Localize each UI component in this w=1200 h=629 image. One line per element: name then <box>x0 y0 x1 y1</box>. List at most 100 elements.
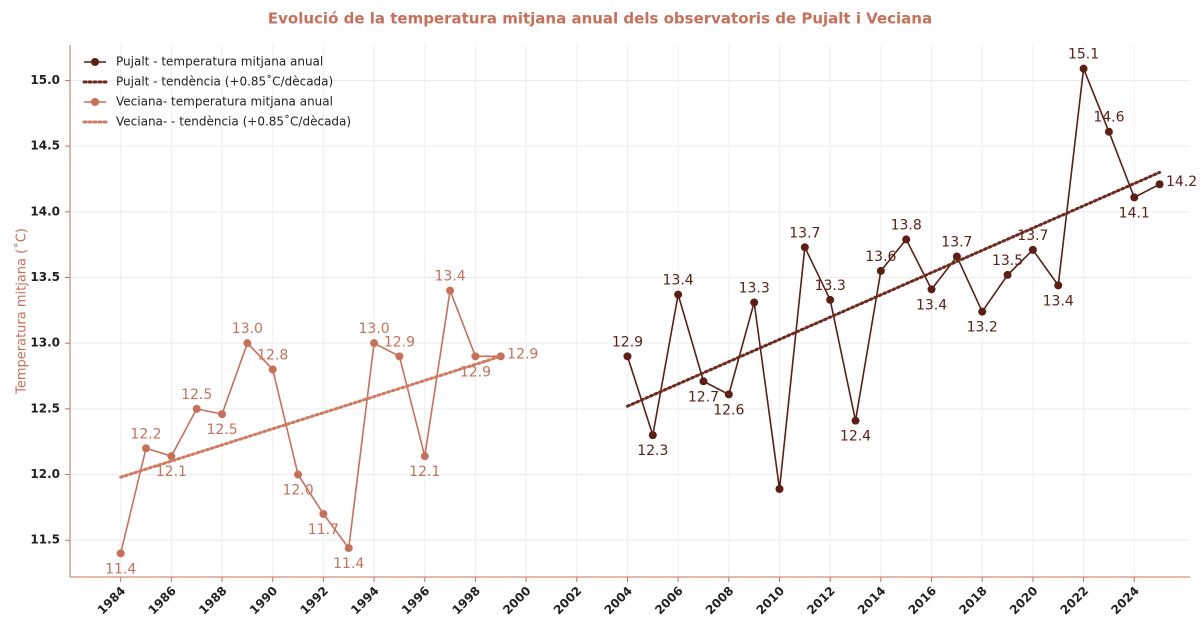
data-point <box>699 377 708 386</box>
x-tick-label: 2000 <box>500 584 534 618</box>
x-tick-label: 1998 <box>450 584 484 618</box>
data-label: 12.9 <box>507 346 538 362</box>
x-tick-label: 1994 <box>348 584 382 618</box>
y-tick-label: 12.0 <box>30 467 60 481</box>
y-tick-label: 13.5 <box>30 270 60 284</box>
legend-label: Veciana- - tendència (+0.85˚C/dècada) <box>116 114 351 129</box>
data-label: 12.9 <box>612 334 643 350</box>
data-point <box>902 235 911 244</box>
series-line <box>119 287 501 554</box>
trend-line <box>625 170 1162 408</box>
data-point <box>446 286 455 295</box>
data-label: 12.7 <box>688 389 719 405</box>
data-point <box>826 295 835 304</box>
legend-marker <box>91 98 99 106</box>
data-label: 14.6 <box>1093 110 1124 126</box>
data-point <box>1155 180 1164 189</box>
data-label: 12.6 <box>713 402 744 418</box>
data-point <box>142 444 151 453</box>
y-axis-label: Temperatura mitjana (˚C) <box>14 228 30 395</box>
data-label: 13.2 <box>967 320 998 336</box>
data-point <box>674 290 683 299</box>
data-point <box>370 339 379 348</box>
data-label: 12.1 <box>156 464 187 480</box>
y-tick-label: 15.0 <box>30 73 60 87</box>
data-point <box>167 452 176 461</box>
data-label: 13.4 <box>916 297 947 313</box>
data-label: 13.7 <box>941 234 972 250</box>
data-point <box>218 410 227 419</box>
data-label: 12.2 <box>130 426 161 442</box>
data-label: 12.4 <box>840 429 871 445</box>
data-point <box>952 252 961 261</box>
data-point <box>750 298 759 307</box>
legend-label: Veciana- temperatura mitjana anual <box>116 95 333 109</box>
x-tick-label: 2012 <box>804 584 838 618</box>
data-label: 13.6 <box>865 249 896 265</box>
data-label: 12.9 <box>384 334 415 350</box>
data-point <box>1104 127 1113 136</box>
data-point <box>724 390 733 399</box>
data-label: 12.0 <box>282 483 313 499</box>
data-point <box>319 509 328 518</box>
data-point <box>116 549 125 558</box>
data-label: 12.8 <box>257 347 288 363</box>
data-label: 14.2 <box>1166 174 1197 190</box>
y-tick-label: 14.0 <box>30 204 60 218</box>
data-point <box>268 365 277 374</box>
data-label: 11.4 <box>333 556 364 572</box>
data-label: 12.5 <box>181 387 212 403</box>
data-point <box>800 243 809 252</box>
data-point <box>471 352 480 361</box>
chart-title: Evolució de la temperatura mitjana anual… <box>268 10 932 28</box>
data-label: 13.0 <box>232 321 263 337</box>
data-point <box>344 544 353 553</box>
data-label: 13.4 <box>1043 293 1074 309</box>
legend-label: Pujalt - temperatura mitjana anual <box>116 55 323 69</box>
data-point <box>623 352 632 361</box>
data-label: 12.3 <box>637 443 668 459</box>
data-label: 11.7 <box>308 522 339 538</box>
x-tick-label: 2004 <box>602 584 636 618</box>
data-label: 12.1 <box>409 464 440 480</box>
x-tick-label: 2018 <box>956 584 990 618</box>
data-label: 13.4 <box>435 269 466 285</box>
data-point <box>1054 281 1063 290</box>
x-tick-label: 1992 <box>297 584 331 618</box>
x-tick-label: 2020 <box>1007 584 1041 618</box>
data-label: 13.3 <box>815 278 846 294</box>
data-point <box>294 470 303 479</box>
data-label: 14.1 <box>1119 205 1150 221</box>
x-tick-label: 2022 <box>1058 584 1092 618</box>
data-label: 13.0 <box>358 321 389 337</box>
x-tick-label: 1996 <box>399 584 433 618</box>
data-point <box>1079 64 1088 73</box>
x-tick-label: 2010 <box>754 584 788 618</box>
data-point <box>1003 270 1012 279</box>
series-line <box>626 68 1160 490</box>
x-tick-label: 1984 <box>95 584 129 618</box>
data-point <box>851 416 860 425</box>
x-tick-label: 2024 <box>1108 584 1142 618</box>
x-tick-label: 1986 <box>145 584 179 618</box>
data-label: 15.1 <box>1068 47 1099 63</box>
x-tick-label: 2008 <box>703 584 737 618</box>
data-label: 13.3 <box>739 280 770 296</box>
data-label: 13.7 <box>789 225 820 241</box>
data-label: 13.4 <box>663 273 694 289</box>
data-label: 13.7 <box>1017 228 1048 244</box>
x-tick-label: 2014 <box>855 584 889 618</box>
x-tick-label: 1990 <box>247 584 281 618</box>
data-point <box>927 285 936 294</box>
x-tick-label: 1988 <box>196 584 230 618</box>
y-tick-label: 12.5 <box>30 401 60 415</box>
data-point <box>1130 193 1139 202</box>
data-point <box>775 484 784 493</box>
data-point <box>876 266 885 275</box>
x-tick-label: 2002 <box>551 584 585 618</box>
data-point <box>192 404 201 413</box>
data-point <box>395 352 404 361</box>
data-point <box>243 339 252 348</box>
y-tick-label: 14.5 <box>30 139 60 153</box>
